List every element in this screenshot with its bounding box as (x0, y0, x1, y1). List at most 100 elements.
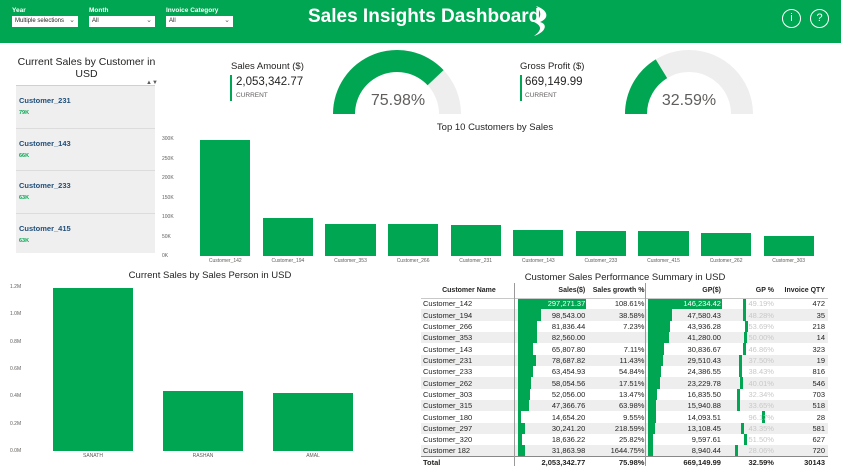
total-growth: 75.98% (588, 456, 648, 468)
sales-performance-table[interactable]: Customer Name Sales($) Sales growth % GP… (421, 283, 828, 468)
x-tick-label: Customer_262 (709, 258, 743, 264)
cell-sales-growth: 11.43% (588, 354, 648, 367)
cell-sales: 52,056.00 (517, 388, 588, 401)
invoice-category-filter-dropdown[interactable]: All ⌄ (166, 16, 233, 27)
chart-bar[interactable] (638, 231, 689, 256)
gp-databar (648, 434, 654, 446)
col-gp-pct[interactable]: GP % (723, 283, 777, 299)
month-filter[interactable]: Month All ⌄ (89, 6, 155, 27)
sales-databar (517, 445, 526, 457)
cell-gp-pct: 50.00% (723, 332, 777, 344)
invoice-category-filter[interactable]: Invoice Category All ⌄ (166, 6, 233, 27)
total-gp: 669,149.99 (647, 456, 724, 468)
total-gp-pct: 32.59% (723, 456, 777, 468)
year-filter-dropdown[interactable]: Multiple selections ⌄ (12, 16, 78, 27)
cell-sales: 65,807.80 (517, 343, 588, 355)
table-row[interactable]: Customer_320 18,636.22 25.82% 9,597.61 51.50… (421, 434, 828, 446)
chart-bar[interactable] (272, 392, 354, 451)
list-item[interactable]: Customer_415 63K (16, 214, 155, 257)
y-tick-label: 250K (162, 155, 174, 162)
cell-gp-pct-value: 33.65% (748, 401, 774, 411)
cell-gp-value: 16,835.50 (687, 389, 721, 399)
cell-sales: 30,241.20 (516, 422, 589, 435)
chevron-down-icon: ⌄ (146, 17, 152, 24)
customer-list[interactable]: Customer_231 79K Customer_143 66K Custom… (16, 85, 155, 253)
cell-sales: 81,836.44 (517, 320, 588, 333)
y-tick-label: 150K (162, 194, 174, 201)
gp-databar (648, 332, 670, 344)
cell-gp: 16,835.50 (647, 388, 724, 401)
list-item[interactable]: Customer_233 63K (16, 171, 155, 214)
table-row[interactable]: Customer_194 98,543.00 38.58% 47,580.43 48.2… (421, 309, 828, 321)
cell-sales-growth (588, 332, 648, 344)
y-tick-label: 0.4M (10, 393, 22, 400)
list-item[interactable]: Customer_231 79K (16, 86, 155, 129)
chart-bar[interactable] (262, 217, 313, 256)
chart-bar[interactable] (388, 224, 439, 256)
table-row[interactable]: Customer_266 81,836.44 7.23% 43,936.28 53.69… (421, 320, 828, 333)
sales-databar (517, 320, 537, 333)
chart-bar[interactable] (325, 223, 376, 256)
col-gp[interactable]: GP($) (647, 283, 724, 299)
col-customer-name[interactable]: Customer Name (421, 283, 517, 299)
table-row[interactable]: Customer_180 14,654.20 9.55% 14,093.51 96.17… (421, 411, 828, 423)
table-row[interactable]: Customer_303 52,056.00 13.47% 16,835.50 32.3… (421, 388, 828, 401)
gross-profit-current: CURRENT (525, 92, 557, 99)
year-filter[interactable]: Year Multiple selections ⌄ (12, 6, 78, 27)
chart-bar[interactable] (162, 390, 244, 451)
chart-bar[interactable] (52, 288, 134, 451)
table-total-row: Total 2,053,342.77 75.98% 669,149.99 32.59% 3… (421, 456, 828, 468)
x-tick-label: Customer_231 (459, 258, 493, 264)
chart-bar[interactable] (200, 140, 251, 256)
chart-bar[interactable] (513, 230, 564, 256)
customer-sales: 66K (19, 152, 30, 159)
chart-bar[interactable] (575, 231, 626, 256)
sales-databar (517, 434, 523, 446)
sales-databar (517, 343, 534, 355)
info-glyph: i (790, 12, 793, 24)
y-tick-label: 100K (162, 214, 174, 220)
year-filter-value: Multiple selections (15, 18, 65, 24)
chart-bar[interactable] (701, 233, 752, 256)
col-sales[interactable]: Sales($) (516, 283, 589, 299)
sort-arrows-icon[interactable]: ▲▼ (146, 80, 158, 86)
sales-databar (517, 388, 530, 401)
col-invoice-qty[interactable]: Invoice QTY (776, 283, 828, 299)
gp-pct-databar (736, 388, 740, 401)
cell-invoice-qty: 627 (812, 435, 825, 445)
help-icon[interactable]: ? (810, 9, 829, 28)
cell-gp: 30,836.67 (647, 343, 724, 355)
chart-bar[interactable] (450, 225, 501, 256)
info-icon[interactable]: i (782, 9, 801, 28)
sales-databar (517, 366, 533, 378)
table-row[interactable]: Customer_353 82,560.00 41,280.00 50.00% 14 (421, 332, 828, 344)
month-filter-dropdown[interactable]: All ⌄ (89, 16, 155, 27)
cell-sales-value: 14,654.20 (551, 412, 586, 422)
cell-customer-name: Customer_320 (423, 435, 473, 445)
total-qty: 30143 (776, 456, 828, 468)
cell-gp-value: 15,940.88 (687, 401, 721, 411)
cell-gp: 15,940.88 (647, 400, 724, 412)
gp-pct-databar (762, 411, 766, 423)
customer-name: Customer_231 (19, 96, 71, 105)
table-row[interactable]: Customer_142 297,271.37 108.61% 146,234.42 4… (421, 298, 828, 310)
col-sales-growth[interactable]: Sales growth % (588, 283, 648, 299)
gp-databar (648, 320, 671, 333)
cell-gp-value: 30,836.67 (687, 344, 721, 354)
chart-bar[interactable] (763, 235, 814, 256)
table-row[interactable]: Customer_233 63,454.93 54.84% 24,386.55 38.4… (421, 366, 828, 378)
table-row[interactable]: Customer_297 30,241.20 218.59% 13,108.45 43.… (421, 422, 828, 435)
table-row[interactable]: Customer_315 47,366.76 63.98% 15,940.88 33.6… (421, 400, 828, 412)
cell-sales-growth: 108.61% (614, 299, 645, 309)
gp-pct-databar (739, 377, 743, 389)
table-header-row: Customer Name Sales($) Sales growth % GP… (421, 283, 828, 299)
table-row[interactable]: Customer 182 31,863.98 1644.75% 8,940.44 28.… (421, 445, 828, 457)
list-item[interactable]: Customer_143 66K (16, 129, 155, 171)
table-row[interactable]: Customer_231 78,687.82 11.43% 29,510.43 37.5… (421, 354, 828, 367)
gp-databar (648, 309, 673, 321)
table-row[interactable]: Customer_262 58,054.56 17.51% 23,229.78 40.0… (421, 377, 828, 389)
gp-pct-databar (745, 320, 749, 333)
table-row[interactable]: Customer_143 65,807.80 7.11% 30,836.67 46.86… (421, 343, 828, 355)
x-tick-label: Customer_194 (271, 258, 305, 264)
gp-databar (648, 343, 664, 355)
